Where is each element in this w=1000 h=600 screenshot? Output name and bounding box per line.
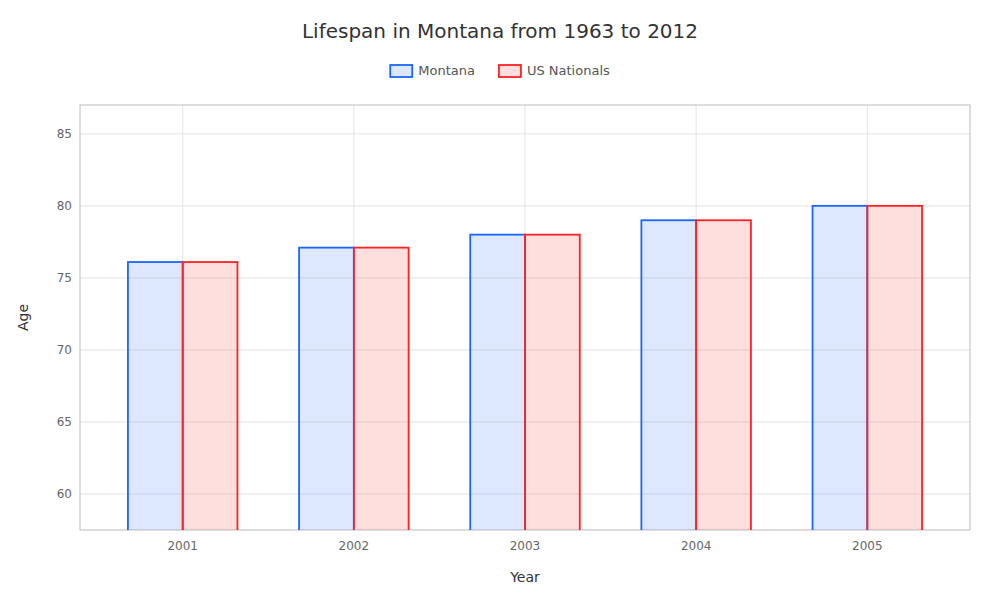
bar [183,262,238,530]
bar [525,235,580,530]
y-tick-label: 65 [57,415,72,429]
legend-swatch [390,65,412,77]
y-tick-label: 60 [57,487,72,501]
y-tick-label: 85 [57,127,72,141]
legend-item: US Nationals [499,63,610,78]
legend-label: Montana [418,63,475,78]
x-tick-label: 2004 [681,539,712,553]
bars [128,206,922,530]
y-axis-label: Age [15,304,31,331]
y-tick-label: 75 [57,271,72,285]
legend-swatch [499,65,521,77]
x-axis-label: Year [509,569,540,585]
x-tick-label: 2003 [510,539,541,553]
bar [354,248,409,530]
bar [641,220,696,530]
legend: Montana US Nationals [390,63,610,78]
bar [470,235,525,530]
bar [299,248,354,530]
legend-label: US Nationals [527,63,610,78]
title: Lifespan in Montana from 1963 to 2012 [302,19,698,43]
bar [813,206,868,530]
chart-container: 60 65 70 75 80 85 2001 2002 2003 2004 2005 Year Age L… [0,0,1000,600]
legend-item: Montana [390,63,475,78]
chart: 60 65 70 75 80 85 2001 2002 2003 2004 2005 Year Age L… [0,0,1000,600]
bar [696,220,751,530]
y-tick-label: 80 [57,199,72,213]
bar [867,206,922,530]
x-tick-label: 2005 [852,539,883,553]
x-tick-label: 2001 [167,539,198,553]
x-tick-label: 2002 [339,539,370,553]
bar [128,262,183,530]
y-tick-label: 70 [57,343,72,357]
